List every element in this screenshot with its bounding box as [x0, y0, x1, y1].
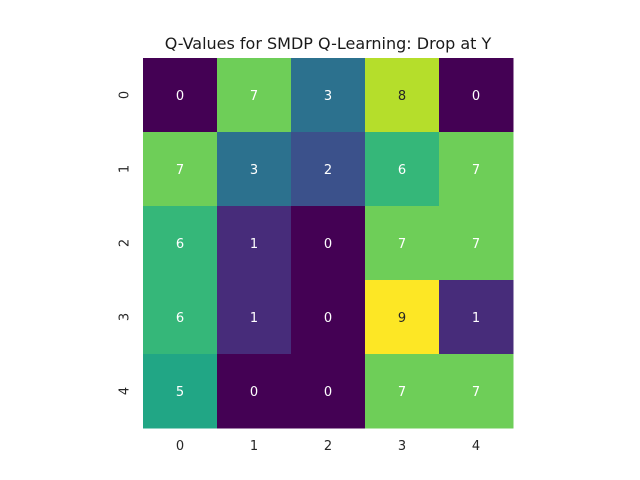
x-tick-label: 2	[324, 439, 332, 454]
heatmap-annotations: 0 7 3 8 0 7 3 2 6 7 6 1 0 7 7 6 1 0 9 1 5 0 0 7 7	[176, 89, 480, 400]
heatmap-cell-r4-c1	[217, 354, 292, 429]
heatmap-cell-r0-c4	[439, 58, 514, 133]
heatmap-cell-r4-c2	[291, 354, 366, 429]
chart-title: Q-Values for SMDP Q-Learning: Drop at Y	[165, 34, 492, 53]
cell-value-label: 0	[324, 385, 332, 400]
heatmap-cell-r3-c2	[291, 280, 366, 355]
y-tick-label: 1	[118, 165, 133, 173]
heatmap-cell-r2-c2	[291, 206, 366, 281]
cell-value-label: 0	[472, 89, 480, 104]
cell-value-label: 7	[472, 163, 480, 178]
x-tick-label: 4	[472, 439, 480, 454]
heatmap-cell-r2-c1	[217, 206, 292, 281]
heatmap-cell-r0-c3	[365, 58, 440, 133]
heatmap-cell-r3-c0	[143, 280, 218, 355]
heatmap-cell-r1-c4	[439, 132, 514, 207]
cell-value-label: 7	[472, 385, 480, 400]
heatmap-cell-r2-c4	[439, 206, 514, 281]
cell-value-label: 3	[250, 163, 258, 178]
cell-value-label: 0	[176, 89, 184, 104]
cell-value-label: 0	[250, 385, 258, 400]
cell-value-label: 7	[398, 385, 406, 400]
heatmap-cell-r3-c3	[365, 280, 440, 355]
cell-value-label: 9	[398, 311, 406, 326]
y-tick-label: 0	[118, 91, 133, 99]
cell-value-label: 6	[398, 163, 406, 178]
heatmap-cell-r1-c3	[365, 132, 440, 207]
heatmap-cell-r2-c3	[365, 206, 440, 281]
cell-value-label: 6	[176, 311, 184, 326]
cell-value-label: 1	[250, 237, 258, 252]
cell-value-label: 3	[324, 89, 332, 104]
cell-value-label: 1	[250, 311, 258, 326]
heatmap-cell-r4-c3	[365, 354, 440, 429]
cell-value-label: 1	[472, 311, 480, 326]
heatmap-cell-r3-c1	[217, 280, 292, 355]
cell-value-label: 0	[324, 237, 332, 252]
heatmap-cell-r4-c4	[439, 354, 514, 429]
heatmap-cell-r1-c2	[291, 132, 366, 207]
x-axis-ticks: 0 1 2 3 4	[176, 439, 480, 454]
cell-value-label: 0	[324, 311, 332, 326]
cell-value-label: 2	[324, 163, 332, 178]
y-tick-label: 3	[118, 313, 133, 321]
cell-value-label: 7	[176, 163, 184, 178]
cell-value-label: 5	[176, 385, 184, 400]
heatmap-cells	[143, 58, 514, 429]
heatmap-cell-r3-c4	[439, 280, 514, 355]
cell-value-label: 6	[176, 237, 184, 252]
cell-value-label: 7	[472, 237, 480, 252]
heatmap-cell-r1-c0	[143, 132, 218, 207]
y-tick-label: 2	[118, 239, 133, 247]
cell-value-label: 8	[398, 89, 406, 104]
heatmap-cell-r4-c0	[143, 354, 218, 429]
x-tick-label: 1	[250, 439, 258, 454]
y-tick-label: 4	[118, 387, 133, 395]
heatmap-cell-r0-c1	[217, 58, 292, 133]
heatmap-cell-r0-c2	[291, 58, 366, 133]
cell-value-label: 7	[250, 89, 258, 104]
x-tick-label: 3	[398, 439, 406, 454]
x-tick-label: 0	[176, 439, 184, 454]
heatmap-cell-r1-c1	[217, 132, 292, 207]
cell-value-label: 7	[398, 237, 406, 252]
y-axis-ticks: 0 1 2 3 4	[118, 91, 133, 395]
heatmap-cell-r2-c0	[143, 206, 218, 281]
heatmap-cell-r0-c0	[143, 58, 218, 133]
